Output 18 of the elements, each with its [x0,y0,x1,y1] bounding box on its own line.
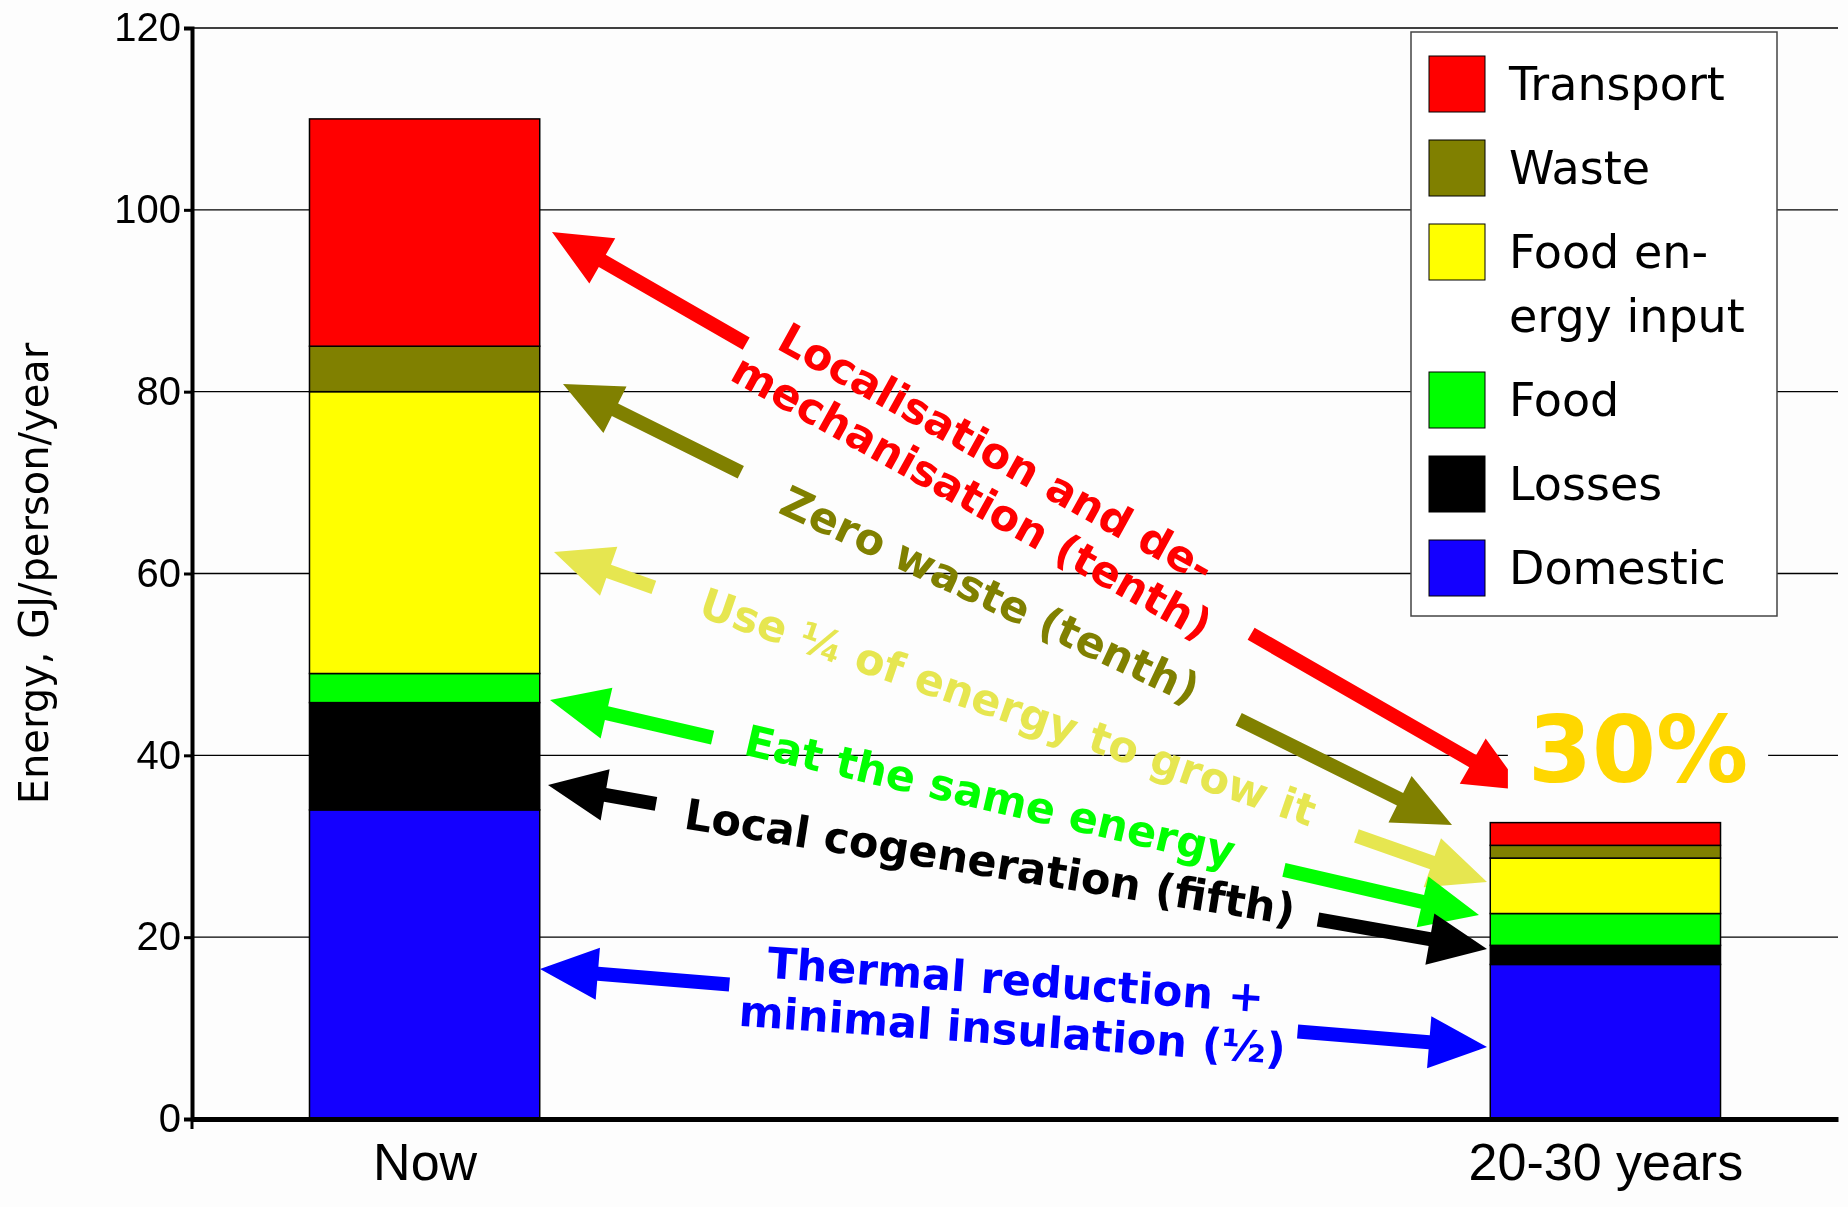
x-tick-label: Now [373,1132,478,1191]
y-tick-label: 0 [158,1096,181,1141]
legend-label: Food en- ergy input [1509,225,1745,343]
legend-label: Transport [1508,57,1725,111]
legend-label: Waste [1509,141,1651,195]
legend-label: Domestic [1509,541,1726,595]
y-tick-label: 80 [136,368,181,413]
y-tick-label: 40 [136,732,181,777]
annotation: 30% [1527,697,1749,804]
x-tick-label: 20-30 years [1468,1132,1744,1191]
y-axis-title: Energy, GJ/person/year [11,342,57,805]
y-tick-label: 60 [136,550,181,595]
y-tick-label: 120 [114,5,181,50]
legend-label: Food [1509,373,1620,427]
annotation: Thermal reduction + minimal insulation (½) [737,937,1288,1074]
legend-label: Losses [1509,457,1663,511]
y-tick-label: 100 [114,187,181,232]
y-tick-label: 20 [136,914,181,959]
